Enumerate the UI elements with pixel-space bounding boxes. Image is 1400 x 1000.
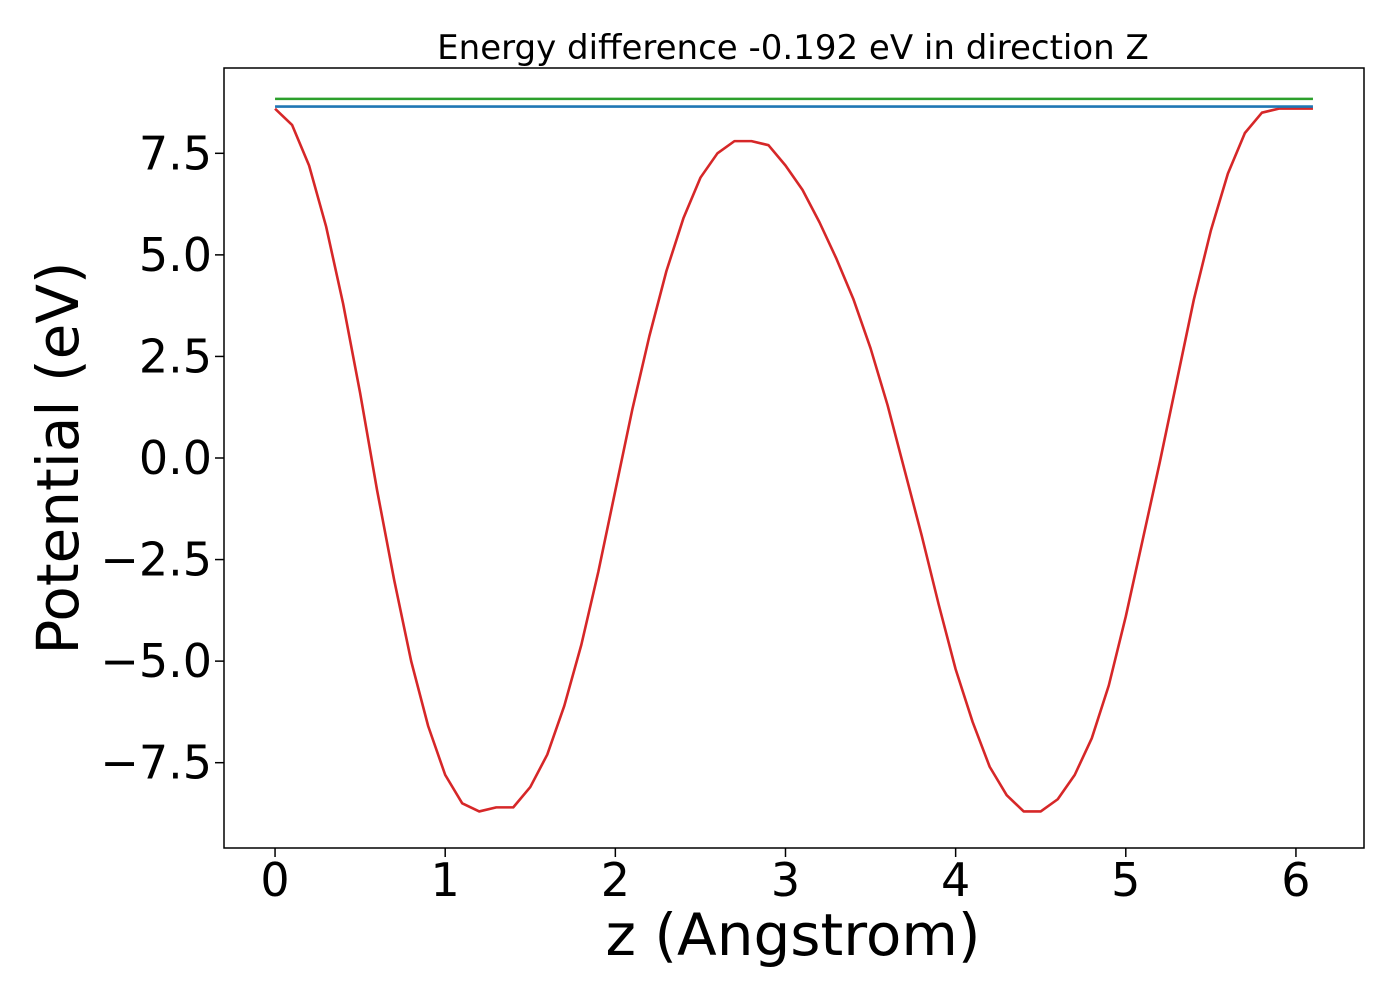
series-line-0 [274,107,1313,813]
x-tick-label: 5 [1111,853,1140,907]
x-axis-label: z (Angstrom) [606,901,981,969]
chart-title: Energy difference -0.192 eV in direction… [437,28,1149,68]
y-tick-label: −5.0 [100,634,212,688]
y-axis-ticks: −7.5 −5.0 −2.5 0.0 2.5 5.0 7.5 [100,126,224,790]
x-tick-label: 2 [601,853,630,907]
x-axis-ticks: 0 1 2 3 4 5 6 [260,848,1311,907]
x-tick-label: 1 [431,853,460,907]
plot-area [223,67,1365,849]
y-tick-label: 0.0 [139,431,212,485]
y-axis-label: Potential (eV) [24,261,92,654]
y-tick-label: −7.5 [100,736,212,790]
y-tick-label: 5.0 [139,228,212,282]
series-layer [274,97,1313,813]
y-tick-label: 2.5 [139,329,212,383]
y-tick-label: 7.5 [139,126,212,180]
x-tick-label: 3 [771,853,800,907]
y-tick-label: −2.5 [100,533,212,587]
x-tick-label: 0 [260,853,289,907]
plot-frame [223,67,1365,849]
x-tick-label: 4 [941,853,970,907]
x-tick-label: 6 [1281,853,1310,907]
